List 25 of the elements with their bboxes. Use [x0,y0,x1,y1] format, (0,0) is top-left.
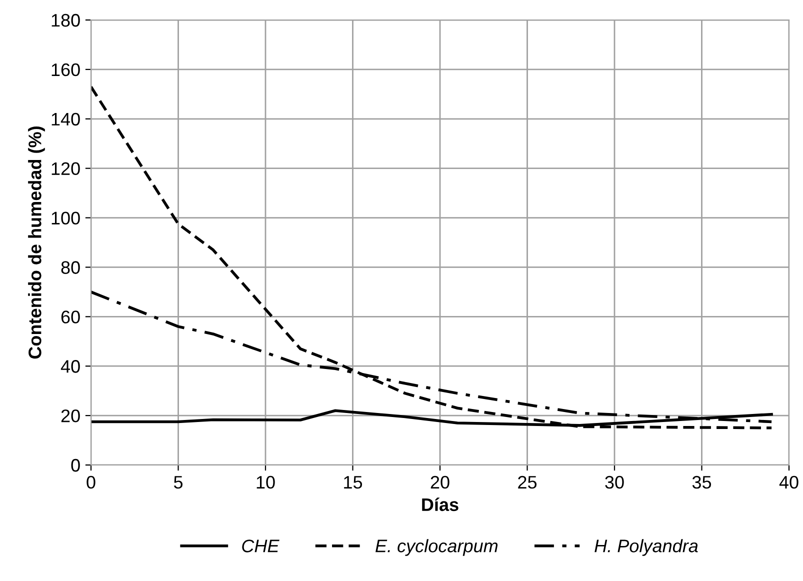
x-tick-label: 20 [430,476,450,489]
x-tick-label: 15 [344,476,362,489]
y-tick-label: 0 [71,458,80,472]
line-series [91,85,773,430]
y-axis-title: Contenido de humedad (%) [28,126,45,359]
y-tick-label: 20 [61,409,80,422]
x-tick-label: 25 [518,476,537,489]
x-tick-label: 10 [256,476,275,489]
x-tick-label: 40 [779,476,798,489]
y-tick-label: 40 [60,360,80,373]
y-tick-label: 120 [52,162,80,176]
y-tick-label: 140 [52,112,80,126]
x-tick-label: 5 [174,476,183,489]
y-tick-label: 100 [52,212,80,224]
x-tick-label: 0 [86,476,96,489]
legend-label: CHE [242,540,280,552]
y-tick-label: 80 [61,261,80,274]
legend-label: H. Polyandra [594,539,698,556]
legend-label: E. cyclocarpum [376,539,498,556]
y-tick-label: 60 [61,310,80,324]
x-tick-label: 30 [605,476,624,489]
y-tick-label: 180 [52,14,80,27]
x-tick-label: 35 [692,476,712,489]
x-axis-title: Días [422,498,458,512]
y-tick-label: 160 [52,63,80,76]
